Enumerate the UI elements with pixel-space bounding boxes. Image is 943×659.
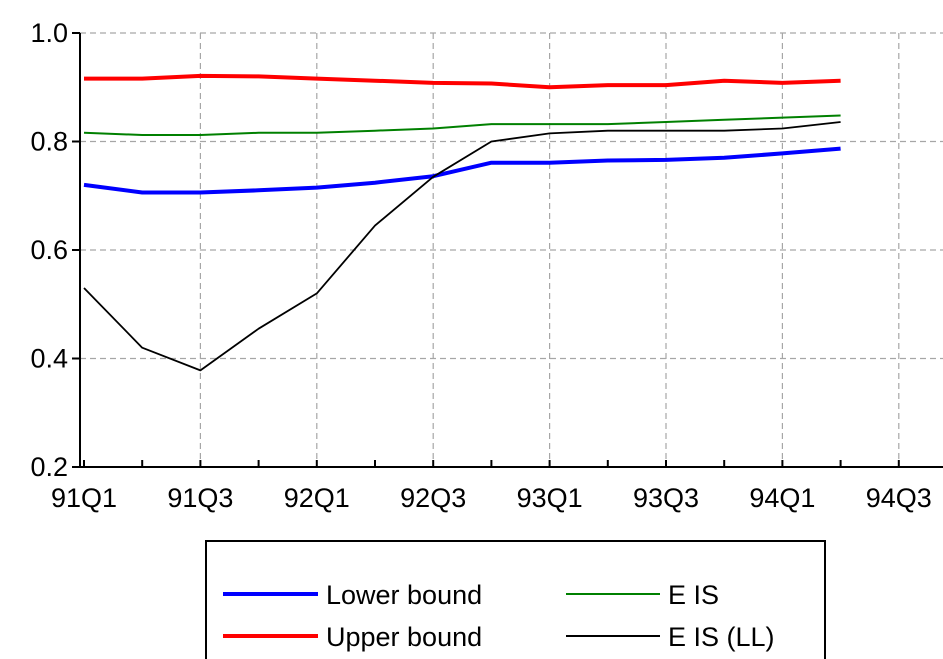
- axes: [72, 32, 943, 468]
- legend-label-lower-bound: Lower bound: [326, 580, 482, 610]
- legend-label-upper-bound: Upper bound: [326, 622, 482, 652]
- series-line-e-is: [83, 114, 841, 136]
- series-line-e-is-ll: [83, 121, 841, 372]
- y-tick-label: 1.0: [30, 18, 68, 48]
- x-tick-label: 91Q1: [51, 483, 117, 513]
- y-tick-label: 0.6: [30, 235, 68, 265]
- x-tick-label: 93Q3: [633, 483, 699, 513]
- x-tick-label: 92Q3: [400, 483, 466, 513]
- y-tick-label: 0.8: [30, 127, 68, 157]
- legend: Lower bound Upper bound E IS E IS (LL): [205, 540, 826, 659]
- x-tick-label: 91Q3: [167, 483, 233, 513]
- y-tick-labels: 0.2 0.4 0.6 0.8 1.0: [30, 18, 68, 482]
- x-tick-labels: 91Q1 91Q3 92Q1 92Q3 93Q1 93Q3 94Q1 94Q3: [51, 483, 932, 513]
- series-lines: [83, 73, 841, 372]
- grid-lines: [80, 32, 943, 467]
- x-tick-label: 92Q1: [284, 483, 350, 513]
- y-tick-label: 0.2: [30, 452, 68, 482]
- x-tick-label: 94Q3: [866, 483, 932, 513]
- series-line-upper-bound: [84, 73, 841, 90]
- series-line-lower-bound: [83, 146, 841, 195]
- x-tick-label: 93Q1: [517, 483, 583, 513]
- y-tick-label: 0.4: [30, 344, 68, 374]
- x-tick-label: 94Q1: [749, 483, 815, 513]
- legend-label-e-is-ll: E IS (LL): [668, 622, 775, 652]
- legend-box: [205, 540, 826, 659]
- legend-label-e-is: E IS: [668, 580, 719, 610]
